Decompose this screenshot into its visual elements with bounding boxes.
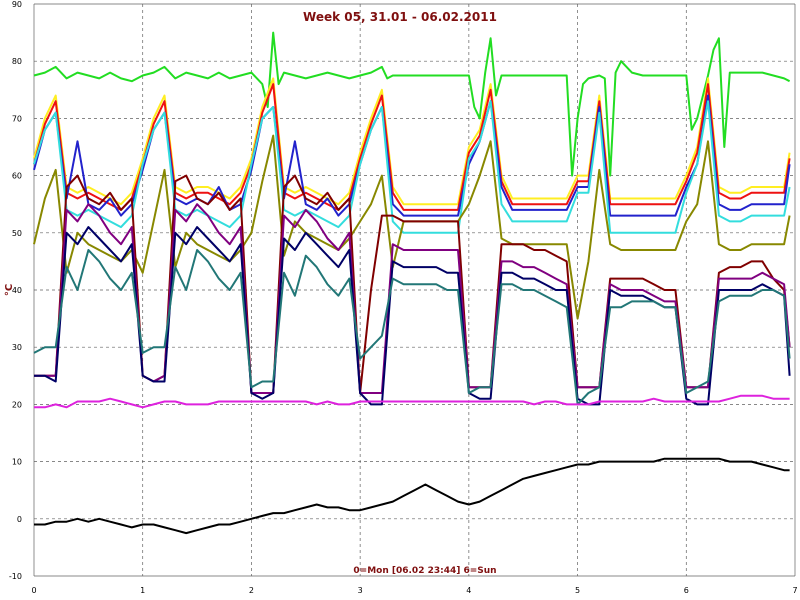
y-tick-label: 90 (12, 0, 22, 9)
x-tick-label: 5 (575, 586, 580, 595)
y-tick-labels: -10 0 10 20 30 40 50 60 70 80 90 (9, 0, 22, 581)
y-tick-label: 30 (12, 343, 22, 352)
x-tick-labels: 0 1 2 3 4 5 6 7 (31, 586, 797, 595)
y-tick-label: 60 (12, 172, 22, 181)
y-tick-label: 50 (12, 229, 22, 238)
y-tick-label: 20 (12, 400, 22, 409)
series-line-8 (34, 203, 791, 394)
x-axis-label: 0=Mon [06.02 23:44] 6=Sun (353, 566, 496, 576)
y-tick-label: 80 (12, 57, 22, 66)
grid (33, 3, 796, 577)
y-tick-label: 40 (12, 286, 22, 295)
y-tick-label: 0 (17, 515, 22, 524)
series-line-11 (34, 394, 790, 409)
chart-title: Week 05, 31.01 - 06.02.2011 (303, 10, 497, 24)
y-tick-label: 70 (12, 114, 22, 123)
series-line-5 (33, 100, 791, 234)
series-line-2 (33, 77, 791, 206)
x-tick-label: 0 (31, 586, 36, 595)
series-group (33, 31, 791, 535)
x-tick-label: 3 (358, 586, 363, 595)
x-tick-label: 6 (684, 586, 689, 595)
series-line-12 (34, 457, 790, 535)
series-line-3 (33, 83, 791, 211)
y-axis-label: °C (4, 284, 15, 296)
series-line-1 (33, 31, 791, 177)
y-tick-label: 10 (12, 458, 22, 467)
x-tick-label: 4 (466, 586, 471, 595)
x-tick-label: 7 (792, 586, 797, 595)
x-tick-label: 1 (140, 586, 145, 595)
y-tick-label: -10 (9, 572, 22, 581)
series-line-10 (33, 249, 791, 406)
x-tick-label: 2 (249, 586, 254, 595)
